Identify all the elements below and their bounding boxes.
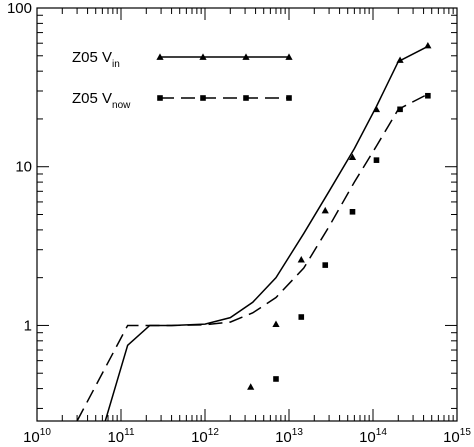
legend-label: Z05 Vnow bbox=[72, 90, 131, 111]
series-line bbox=[76, 92, 430, 421]
legend-marker-triangle bbox=[156, 53, 164, 60]
legend-marker-triangle bbox=[285, 53, 293, 60]
series-0 bbox=[104, 41, 432, 421]
x-tick-label: 1011 bbox=[107, 427, 135, 446]
x-tick-label: 1014 bbox=[359, 427, 387, 446]
data-point-triangle bbox=[424, 41, 432, 49]
y-tick-label: 100 bbox=[7, 0, 32, 17]
axis-tick-labels: 1010 1011 1012 1013 1014 1015 1 10 100 bbox=[7, 0, 471, 446]
data-point-triangle bbox=[396, 56, 404, 63]
x-tick-label: 1015 bbox=[443, 427, 471, 446]
x-tick-label: 1013 bbox=[275, 427, 303, 446]
legend-marker-square bbox=[243, 95, 249, 101]
data-point-triangle bbox=[321, 206, 329, 214]
data-point-square bbox=[349, 208, 356, 215]
series-layer bbox=[76, 41, 432, 421]
legend-label: Z05 Vin bbox=[72, 49, 120, 70]
data-point-triangle bbox=[297, 255, 305, 263]
data-point-square bbox=[298, 314, 305, 320]
data-point-square bbox=[425, 92, 431, 99]
legend-marker-triangle bbox=[242, 53, 250, 60]
data-point-square bbox=[373, 157, 380, 163]
data-point-triangle bbox=[247, 383, 255, 390]
legend-marker-triangle bbox=[199, 53, 207, 60]
data-point-square bbox=[273, 376, 279, 382]
data-point-square bbox=[322, 262, 329, 268]
legend-marker-square bbox=[200, 95, 206, 101]
legend-marker-square bbox=[286, 95, 292, 101]
x-tick-label: 1010 bbox=[23, 427, 51, 446]
axis-ticks bbox=[36, 7, 458, 421]
data-point-triangle bbox=[372, 105, 381, 113]
data-point-triangle bbox=[348, 153, 357, 160]
legend-marker-square bbox=[157, 95, 163, 101]
legend: Z05 Vin Z05 Vnow bbox=[72, 49, 293, 111]
x-tick-label: 1012 bbox=[191, 427, 219, 446]
data-point-square bbox=[397, 106, 403, 113]
series-line bbox=[104, 44, 430, 421]
y-tick-label: 10 bbox=[15, 159, 32, 176]
y-tick-label: 1 bbox=[24, 317, 32, 334]
data-point-triangle bbox=[272, 320, 280, 327]
series-1 bbox=[76, 92, 431, 421]
